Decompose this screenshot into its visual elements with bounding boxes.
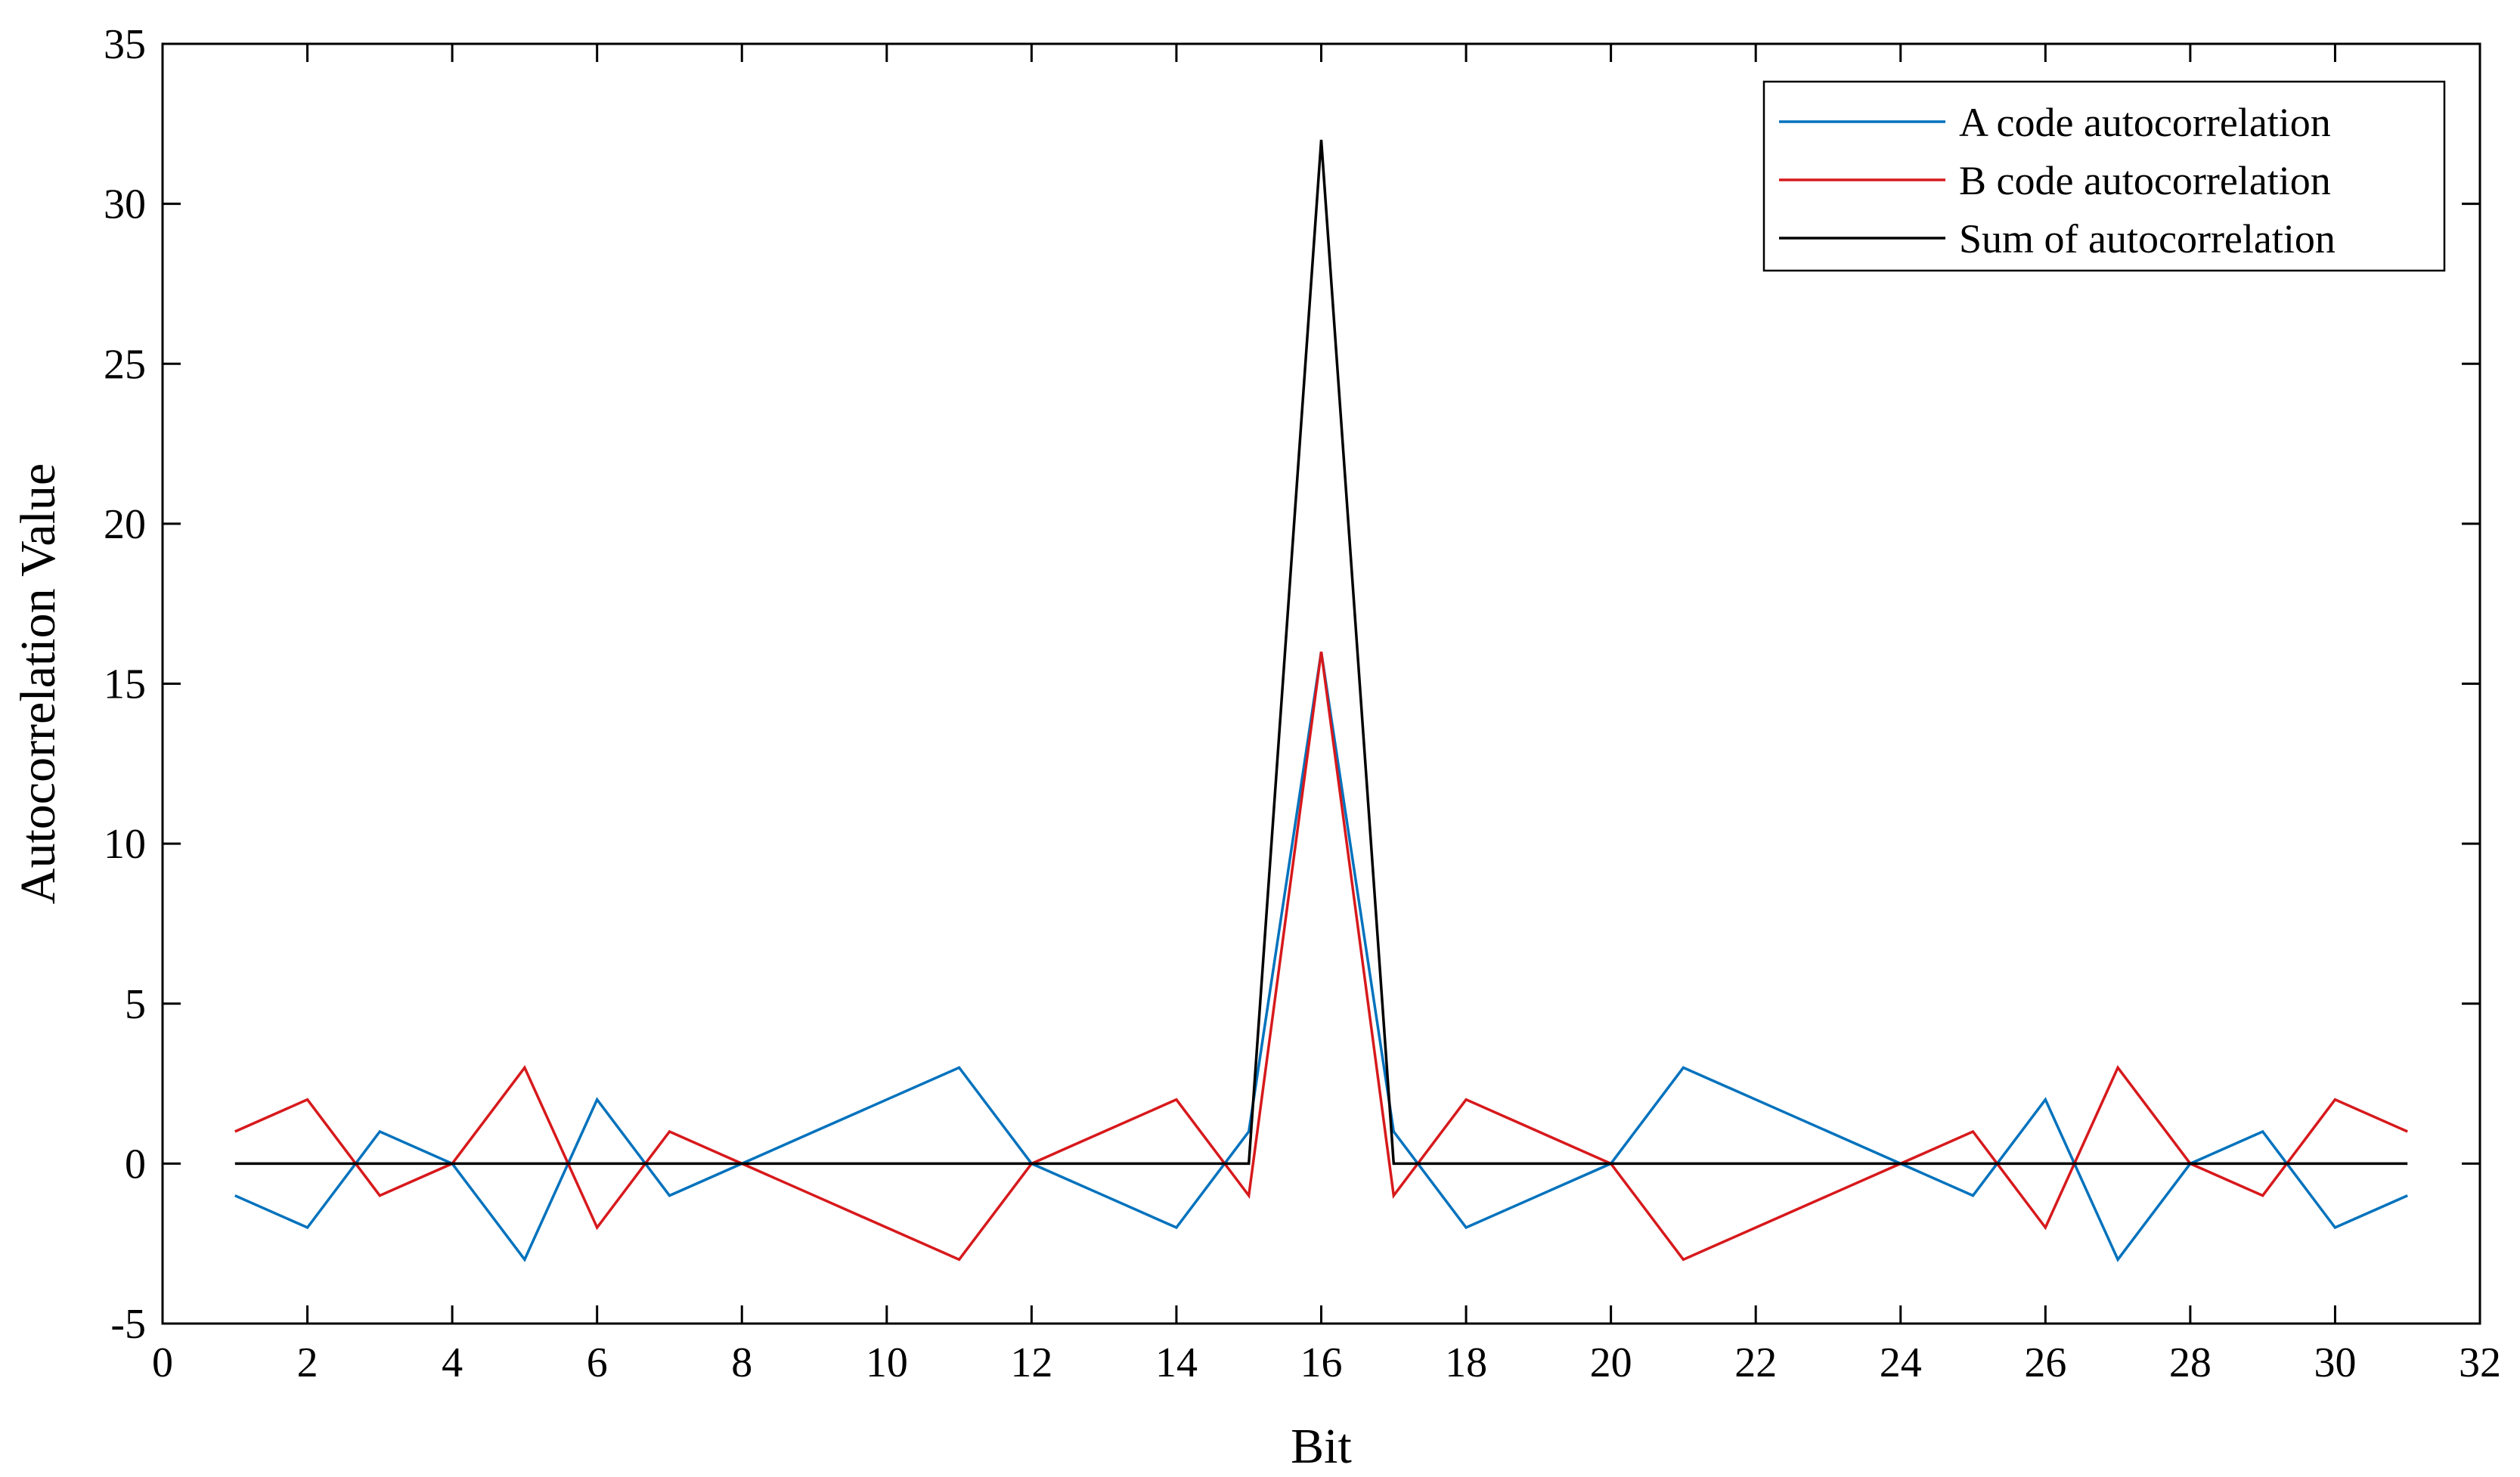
x-tick-label: 0 [152,1339,173,1386]
x-tick-label: 28 [2169,1339,2212,1386]
y-tick-label: 0 [125,1141,146,1187]
x-tick-label: 20 [1590,1339,1632,1386]
y-tick-label: 15 [104,661,146,708]
x-tick-label: 18 [1445,1339,1487,1386]
x-axis-label: Bit [1291,1419,1352,1474]
x-tick-label: 6 [587,1339,608,1386]
x-tick-label: 14 [1155,1339,1198,1386]
x-tick-label: 22 [1734,1339,1777,1386]
series-layer [234,139,2408,1262]
series-line-3 [234,139,2408,1166]
x-tick-label: 2 [297,1339,318,1386]
legend: A code autocorrelation B code autocorrela… [1762,80,2446,272]
x-tick-label: 24 [1880,1339,1922,1386]
y-tick-label: 30 [104,181,146,228]
x-tick-label: 12 [1010,1339,1052,1386]
y-axis-label: Autocorrelation Value [11,463,66,904]
x-tick-label: 26 [2024,1339,2066,1386]
legend-label-3: Sum of autocorrelation [1959,216,2336,262]
legend-label-1: A code autocorrelation [1959,100,2331,145]
series-line-2 [234,651,2408,1262]
x-tick-label: 4 [442,1339,463,1386]
x-tick-label: 10 [866,1339,908,1386]
y-tick-label: 35 [104,21,146,68]
legend-box [1762,80,2446,272]
x-tick-label: 32 [2459,1339,2501,1386]
y-tick-label: 5 [125,981,146,1028]
y-tick-label: 20 [104,501,146,548]
y-tick-label: 10 [104,821,146,868]
legend-label-2: B code autocorrelation [1959,158,2331,203]
y-tick-label: -5 [110,1301,146,1348]
x-tick-label: 30 [2314,1339,2356,1386]
y-tick-label: 25 [104,341,146,388]
x-tick-label: 8 [731,1339,752,1386]
x-tick-label: 16 [1300,1339,1343,1386]
tick-layer: 0 2 4 6 8 10 12 14 16 18 20 22 24 26 28 30 32-5051015202… [104,21,2501,1386]
